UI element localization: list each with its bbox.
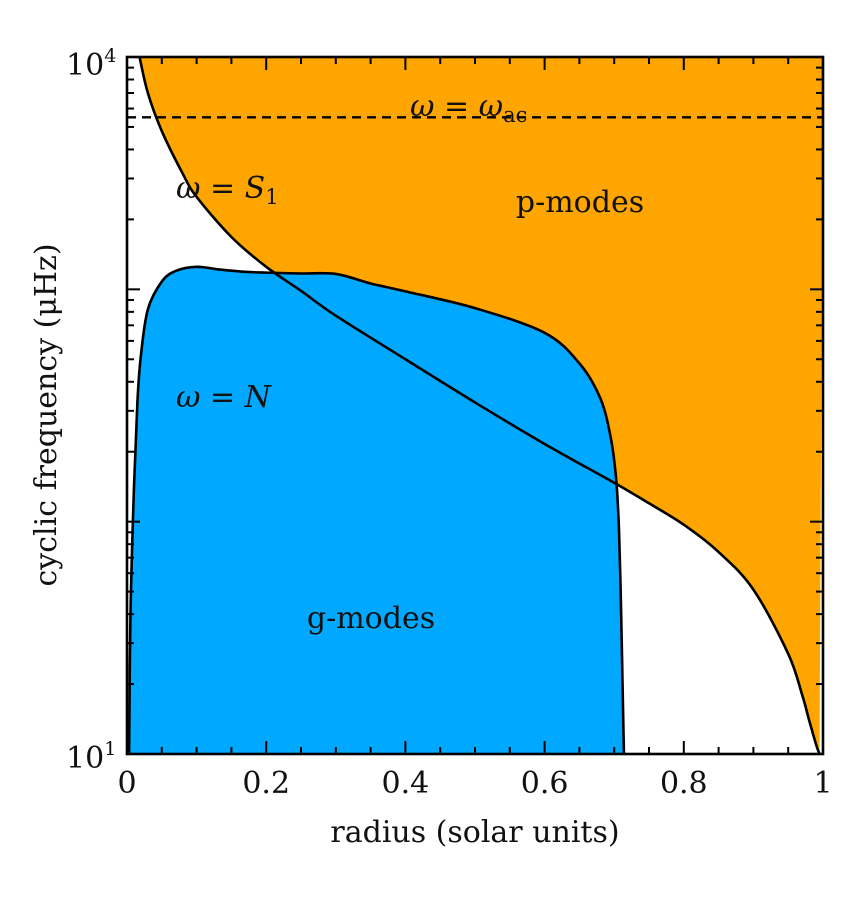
axis-ticks — [126, 56, 824, 755]
x-tick-label: 0.6 — [521, 766, 569, 801]
x-tick-label: 0.2 — [242, 766, 290, 801]
x-axis-title: radius (solar units) — [330, 815, 619, 850]
s1-curve — [138, 57, 821, 754]
x-tick-label: 0 — [117, 766, 136, 801]
acoustic-cutoff-label: ω = ωac — [410, 89, 527, 127]
x-tick-label: 1 — [813, 766, 832, 801]
y-tick-label-bottom: 101 — [66, 738, 116, 776]
s1-label: ω = S1 — [176, 171, 279, 209]
y-tick-label-top: 104 — [66, 45, 116, 83]
p-modes-label: p-modes — [516, 185, 644, 220]
n-curve — [127, 265, 626, 754]
g-modes-label: g-modes — [307, 601, 435, 636]
x-tick-label: 0.4 — [382, 766, 430, 801]
g-modes-region — [129, 266, 624, 754]
y-axis-title: cyclic frequency (μHz) — [29, 243, 64, 586]
x-tick-labels: 0 0.2 0.4 0.6 0.8 1 — [117, 766, 832, 801]
n-label: ω = N — [176, 380, 273, 415]
x-tick-label: 0.8 — [660, 766, 708, 801]
